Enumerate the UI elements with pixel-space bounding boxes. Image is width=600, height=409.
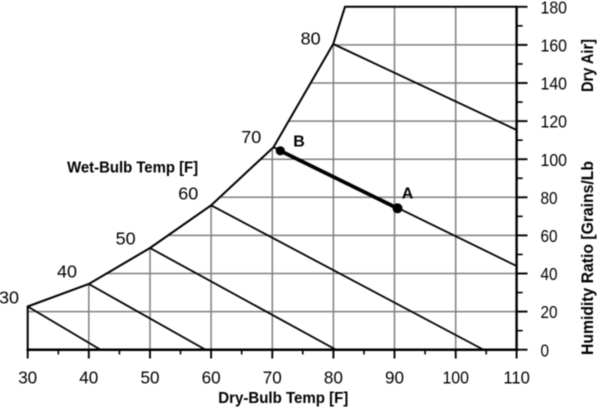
svg-text:60: 60 (178, 184, 198, 204)
svg-text:80: 80 (541, 188, 558, 208)
svg-text:180: 180 (541, 0, 568, 17)
svg-text:140: 140 (541, 74, 568, 94)
svg-text:160: 160 (541, 36, 568, 56)
svg-text:60: 60 (202, 368, 221, 388)
svg-text:30: 30 (18, 368, 37, 388)
svg-text:Dry-Bulb Temp [F]: Dry-Bulb Temp [F] (218, 390, 348, 407)
svg-text:Wet-Bulb Temp [F]: Wet-Bulb Temp [F] (67, 159, 198, 176)
svg-text:40: 40 (79, 368, 98, 388)
svg-text:80: 80 (301, 29, 321, 49)
svg-text:40: 40 (541, 264, 558, 284)
svg-text:90: 90 (385, 368, 404, 388)
svg-text:100: 100 (442, 368, 469, 388)
svg-text:60: 60 (541, 226, 558, 246)
svg-text:40: 40 (57, 262, 77, 282)
svg-text:A: A (402, 185, 414, 202)
svg-text:70: 70 (241, 127, 261, 147)
svg-text:0: 0 (541, 340, 550, 360)
svg-text:30: 30 (0, 288, 19, 308)
svg-text:120: 120 (541, 112, 568, 132)
svg-text:70: 70 (263, 368, 282, 388)
svg-text:B: B (293, 134, 305, 151)
svg-text:50: 50 (141, 368, 160, 388)
svg-text:Dry Air]: Dry Air] (578, 39, 597, 92)
svg-text:100: 100 (541, 150, 568, 170)
svg-text:110: 110 (503, 368, 530, 388)
svg-text:Humidity Ratio [Grains/Lb: Humidity Ratio [Grains/Lb (578, 161, 597, 355)
svg-text:20: 20 (541, 302, 558, 322)
svg-text:50: 50 (116, 229, 136, 249)
svg-text:80: 80 (324, 368, 343, 388)
